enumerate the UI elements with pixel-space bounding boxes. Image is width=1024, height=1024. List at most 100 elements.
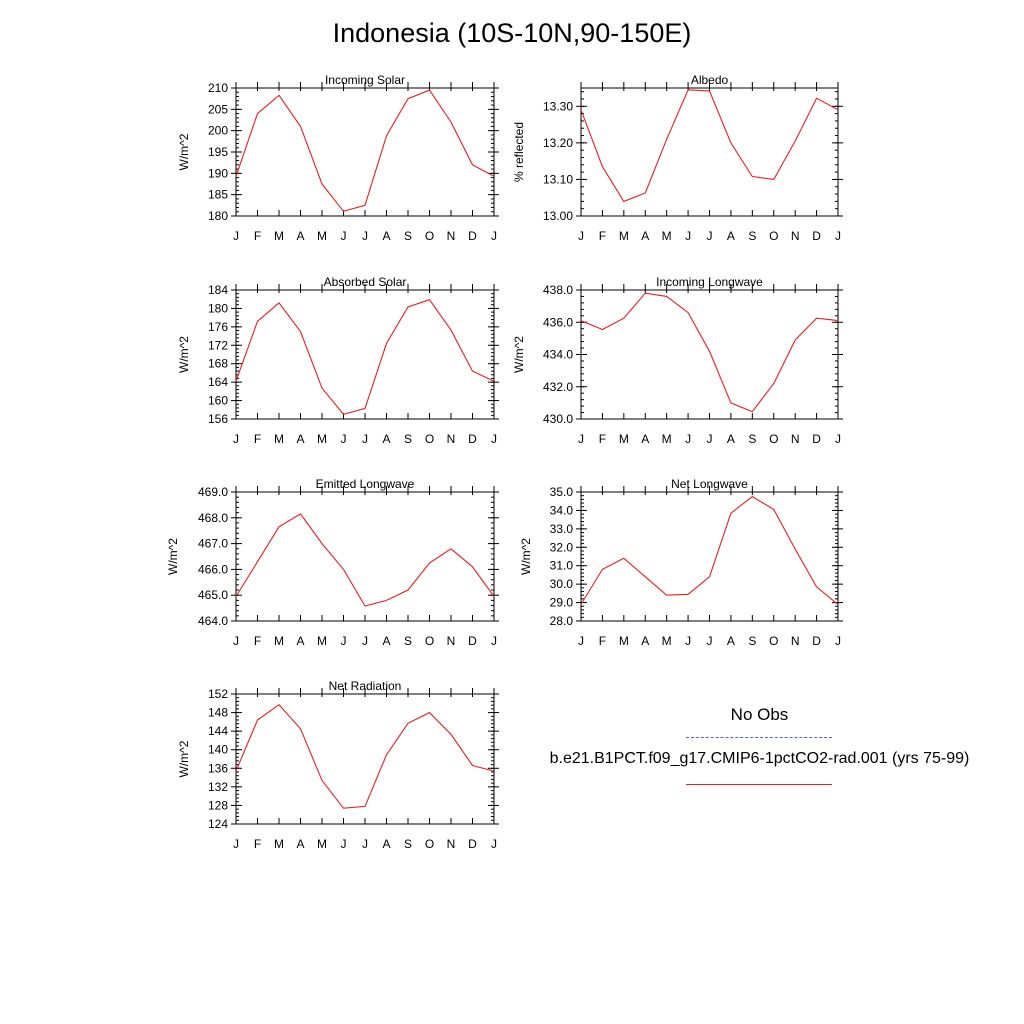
legend-model-line (686, 784, 832, 785)
x-tick-label: F (254, 634, 261, 648)
x-tick-label: J (685, 432, 691, 446)
y-axis-label: W/m^2 (166, 538, 180, 575)
x-tick-label: J (491, 837, 497, 851)
x-tick-label: J (491, 634, 497, 648)
x-tick-label: J (341, 634, 347, 648)
series-line (235, 89, 495, 212)
panel-title: Incoming Longwave (656, 275, 763, 289)
plot-frame (235, 491, 495, 622)
y-tick-label: 190 (208, 166, 228, 180)
y-tick-label: 13.10 (543, 172, 573, 186)
x-tick-label: M (274, 432, 284, 446)
x-tick-label: J (707, 634, 713, 648)
y-axis-label: W/m^2 (177, 740, 191, 777)
x-tick-label: J (362, 229, 368, 243)
x-tick-label: M (274, 229, 284, 243)
legend-model-label: b.e21.B1PCT.f09_g17.CMIP6-1pctCO2-rad.00… (549, 750, 970, 767)
x-tick-label: A (727, 432, 735, 446)
y-tick-label: 176 (208, 320, 228, 334)
y-tick-label: 436.0 (543, 315, 573, 329)
panel-title: Emitted Longwave (316, 477, 415, 491)
y-tick-label: 148 (208, 706, 228, 720)
x-tick-label: F (599, 432, 606, 446)
series-line (235, 299, 495, 416)
page-title: Indonesia (10S-10N,90-150E) (332, 18, 692, 48)
x-tick-label: J (491, 229, 497, 243)
x-tick-label: D (468, 229, 477, 243)
y-tick-label: 33.0 (550, 522, 574, 536)
x-tick-label: M (317, 837, 327, 851)
y-tick-label: 168 (208, 357, 228, 371)
y-tick-label: 430.0 (543, 412, 573, 426)
x-tick-label: A (727, 229, 735, 243)
x-tick-label: M (274, 634, 284, 648)
x-tick-label: F (254, 837, 261, 851)
x-tick-label: S (404, 634, 412, 648)
y-tick-label: 467.0 (198, 537, 228, 551)
y-tick-label: 32.0 (550, 540, 574, 554)
x-tick-label: M (662, 229, 672, 243)
y-tick-label: 185 (208, 188, 228, 202)
x-tick-label: A (296, 432, 304, 446)
y-tick-label: 160 (208, 394, 228, 408)
y-tick-label: 30.0 (550, 577, 574, 591)
x-tick-label: N (791, 432, 800, 446)
x-tick-label: O (425, 634, 434, 648)
x-tick-label: J (362, 634, 368, 648)
x-tick-label: N (447, 837, 456, 851)
x-tick-label: A (382, 229, 390, 243)
x-tick-label: M (619, 634, 629, 648)
x-tick-label: J (835, 634, 841, 648)
series-line (580, 292, 839, 413)
x-tick-label: O (425, 837, 434, 851)
x-tick-label: D (812, 229, 821, 243)
x-tick-label: F (599, 634, 606, 648)
y-tick-label: 210 (208, 81, 228, 95)
x-tick-label: J (341, 837, 347, 851)
x-tick-label: J (685, 634, 691, 648)
x-tick-label: J (707, 432, 713, 446)
y-tick-label: 469.0 (198, 485, 228, 499)
y-tick-label: 31.0 (550, 559, 574, 573)
x-tick-label: D (812, 432, 821, 446)
y-tick-label: 172 (208, 338, 228, 352)
x-tick-label: J (233, 634, 239, 648)
y-tick-label: 180 (208, 301, 228, 315)
x-tick-label: D (812, 634, 821, 648)
y-tick-label: 164 (208, 375, 228, 389)
x-tick-label: M (619, 432, 629, 446)
x-tick-label: N (791, 229, 800, 243)
x-tick-label: J (578, 432, 584, 446)
x-tick-label: F (599, 229, 606, 243)
plot-frame (580, 289, 839, 420)
x-tick-label: J (707, 229, 713, 243)
x-tick-label: J (835, 229, 841, 243)
x-tick-label: A (641, 432, 649, 446)
x-tick-label: J (835, 432, 841, 446)
x-tick-label: A (382, 432, 390, 446)
x-tick-label: A (296, 634, 304, 648)
y-tick-label: 438.0 (543, 283, 573, 297)
y-tick-label: 200 (208, 124, 228, 138)
y-tick-label: 195 (208, 145, 228, 159)
x-tick-label: M (619, 229, 629, 243)
y-tick-label: 152 (208, 687, 228, 701)
panel-title: Incoming Solar (325, 73, 405, 87)
y-tick-label: 128 (208, 798, 228, 812)
x-tick-label: M (317, 634, 327, 648)
panel-title: Net Radiation (329, 679, 402, 693)
y-tick-label: 13.00 (543, 209, 573, 223)
y-tick-label: 144 (208, 724, 228, 738)
panel-title: Albedo (691, 73, 729, 87)
panel-title: Absorbed Solar (324, 275, 407, 289)
y-axis-label: W/m^2 (177, 336, 191, 373)
x-tick-label: J (233, 229, 239, 243)
x-tick-label: A (296, 229, 304, 243)
